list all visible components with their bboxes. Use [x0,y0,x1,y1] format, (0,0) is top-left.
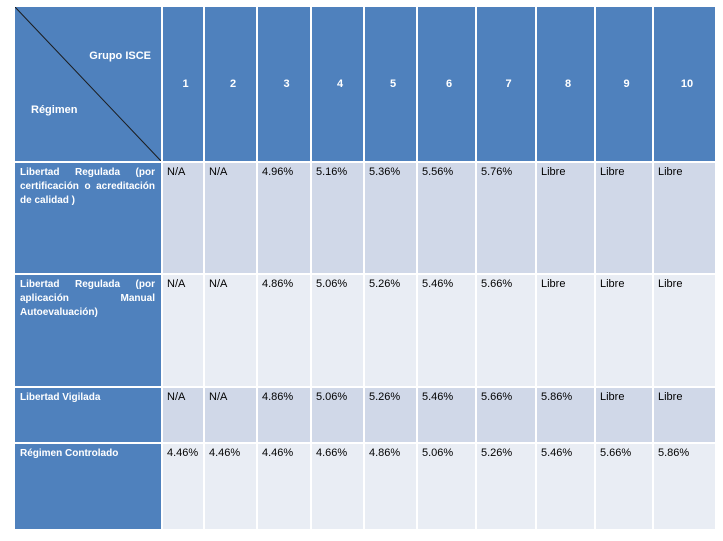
row-header: Libertad Vigilada [15,388,161,442]
corner-header-cell: Grupo ISCE Régimen [15,7,161,161]
table-cell: 4.86% [365,444,416,529]
row-axis-label: Régimen [31,104,78,116]
table-cell: 4.46% [258,444,310,529]
column-header-9: 9 [596,7,652,161]
column-header-3: 3 [258,7,310,161]
table-cell: 5.26% [365,388,416,442]
table-cell: 5.66% [477,275,535,386]
table-cell: N/A [205,388,256,442]
isce-regime-table: Grupo ISCE Régimen 1 2 3 4 5 6 7 8 9 10 … [13,5,717,531]
header-row: Grupo ISCE Régimen 1 2 3 4 5 6 7 8 9 10 [15,7,715,161]
table-cell: 5.76% [477,163,535,273]
table-cell: 5.06% [418,444,475,529]
isce-table-container: Grupo ISCE Régimen 1 2 3 4 5 6 7 8 9 10 … [13,5,715,529]
table-cell: 4.46% [163,444,203,529]
column-axis-label: Grupo ISCE [89,50,151,62]
column-header-10: 10 [654,7,715,161]
table-cell: 5.46% [537,444,594,529]
table-cell: 5.86% [537,388,594,442]
table-cell: N/A [163,163,203,273]
table-cell: 4.96% [258,163,310,273]
column-header-2: 2 [205,7,256,161]
row-header: Libertad Regulada (por aplicación Manual… [15,275,161,386]
table-cell: Libre [537,275,594,386]
table-cell: 5.56% [418,163,475,273]
table-cell: 5.26% [365,275,416,386]
table-cell: N/A [205,163,256,273]
table-cell: 5.46% [418,275,475,386]
table-cell: 5.36% [365,163,416,273]
table-cell: 5.06% [312,275,363,386]
row-header: Libertad Regulada (por certificación o a… [15,163,161,273]
column-header-7: 7 [477,7,535,161]
table-cell: Libre [654,163,715,273]
table-cell: 5.66% [477,388,535,442]
table-row-libertad-vigilada: Libertad Vigilada N/A N/A 4.86% 5.06% 5.… [15,388,715,442]
table-cell: N/A [163,275,203,386]
table-cell: 5.26% [477,444,535,529]
table-cell: 4.46% [205,444,256,529]
table-cell: N/A [163,388,203,442]
column-header-4: 4 [312,7,363,161]
table-cell: 4.86% [258,388,310,442]
table-cell: 5.06% [312,388,363,442]
table-cell: Libre [596,388,652,442]
table-cell: N/A [205,275,256,386]
column-header-6: 6 [418,7,475,161]
table-row-libertad-regulada-autoevaluacion: Libertad Regulada (por aplicación Manual… [15,275,715,386]
table-cell: Libre [654,275,715,386]
column-header-5: 5 [365,7,416,161]
column-header-8: 8 [537,7,594,161]
table-row-regimen-controlado: Régimen Controlado 4.46% 4.46% 4.46% 4.6… [15,444,715,529]
row-header: Régimen Controlado [15,444,161,529]
table-cell: 5.66% [596,444,652,529]
table-cell: Libre [596,275,652,386]
table-cell: Libre [537,163,594,273]
table-cell: 4.66% [312,444,363,529]
table-cell: Libre [596,163,652,273]
table-cell: 4.86% [258,275,310,386]
diagonal-divider [15,7,161,161]
table-row-libertad-regulada-certificacion: Libertad Regulada (por certificación o a… [15,163,715,273]
table-cell: 5.86% [654,444,715,529]
table-cell: 5.16% [312,163,363,273]
table-cell: 5.46% [418,388,475,442]
column-header-1: 1 [163,7,203,161]
table-cell: Libre [654,388,715,442]
